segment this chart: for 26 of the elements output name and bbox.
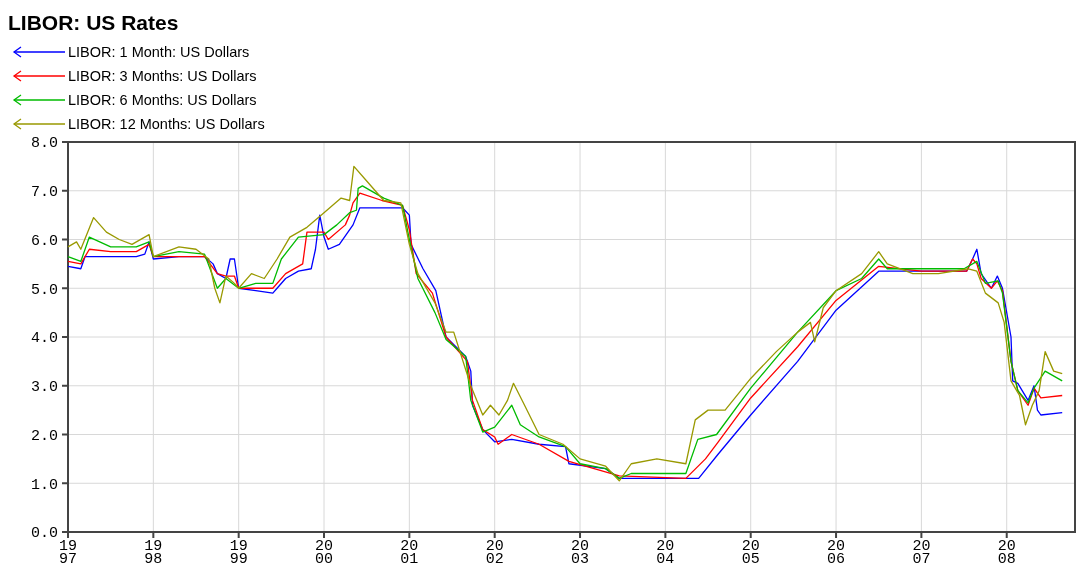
y-tick-label: 6.0 xyxy=(30,232,58,250)
x-tick-label: 2001 xyxy=(400,538,419,566)
y-tick-label: 1.0 xyxy=(30,476,58,494)
x-tick-label: 1997 xyxy=(58,538,78,566)
y-tick-label: 4.0 xyxy=(30,330,58,348)
x-tick-label: 2008 xyxy=(997,538,1016,566)
x-tick-label: 2000 xyxy=(315,538,334,566)
legend-label: LIBOR: 12 Months: US Dollars xyxy=(68,116,265,132)
x-tick-label: 2006 xyxy=(827,538,846,566)
y-tick-label: 8.0 xyxy=(30,135,58,153)
legend-label: LIBOR: 1 Month: US Dollars xyxy=(68,44,250,60)
x-tick-label: 2002 xyxy=(485,538,504,566)
x-tick-label: 2003 xyxy=(571,538,590,566)
x-tick-label: 2007 xyxy=(912,538,931,566)
y-tick-label: 0.0 xyxy=(30,525,58,543)
x-tick-label: 1998 xyxy=(144,538,163,566)
x-tick-label: 1999 xyxy=(229,538,248,566)
y-tick-label: 2.0 xyxy=(30,427,58,445)
chart-title: LIBOR: US Rates xyxy=(8,11,179,34)
y-tick-label: 7.0 xyxy=(30,184,58,201)
x-tick-label: 2004 xyxy=(656,538,675,566)
y-tick-label: 5.0 xyxy=(30,281,58,299)
y-tick-label: 3.0 xyxy=(30,379,58,396)
legend-label: LIBOR: 6 Months: US Dollars xyxy=(68,92,257,108)
x-tick-label: 2005 xyxy=(741,538,760,566)
legend-label: LIBOR: 3 Months: US Dollars xyxy=(68,68,257,84)
